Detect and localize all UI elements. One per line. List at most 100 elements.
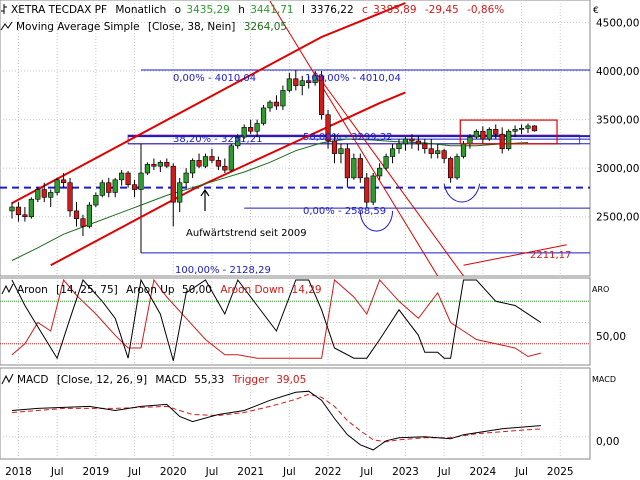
candle-body <box>170 165 176 203</box>
x-tick-label: 2024 <box>469 466 496 478</box>
y-tick-label: 4500,00 <box>596 17 639 29</box>
support-trendline <box>463 244 567 266</box>
aroon-panel <box>0 277 591 366</box>
x-tick-label: 2020 <box>160 466 187 478</box>
candle-body <box>280 90 286 107</box>
candle-body <box>409 138 415 142</box>
macd-line <box>11 390 541 451</box>
svg-text:Moving Average Simple [C: Moving Average Simple [Close, 38, Nein] … <box>16 21 287 33</box>
high-value: 3441,71 <box>250 4 293 16</box>
macd-icon <box>1 373 14 385</box>
candle-body <box>99 182 105 196</box>
candle-body <box>202 156 209 167</box>
y-tick-label: 4000,00 <box>596 66 639 78</box>
candle-body <box>338 148 344 154</box>
candle-body <box>106 182 112 193</box>
close-value: 3383,89 <box>373 4 416 16</box>
candle-body <box>86 204 92 227</box>
x-tick-label: 2019 <box>82 466 109 478</box>
candle-body <box>177 182 183 203</box>
aroon-up-polyline <box>11 278 542 361</box>
x-tick-label: Jul <box>437 466 451 478</box>
period-label: Monatlich <box>115 4 166 16</box>
candle-body <box>486 128 492 140</box>
candle-body <box>331 140 338 154</box>
candle-body <box>241 127 247 138</box>
candle-body <box>306 80 312 83</box>
candle-body <box>312 75 318 83</box>
candle-body <box>138 172 144 190</box>
channel-box <box>459 119 558 145</box>
candle-body <box>119 172 125 181</box>
candle-body <box>196 160 202 167</box>
candle-body <box>396 143 402 150</box>
x-tick-label: 2021 <box>237 466 264 478</box>
candle-body <box>364 177 370 203</box>
aroon-levels <box>0 300 590 345</box>
trend-note: Aufwärtstrend seit 2009 <box>186 228 307 239</box>
fib-a-0-label: 0,00% - 4010,04 <box>173 73 256 84</box>
candle-body <box>54 179 60 193</box>
fib-b-0-label: 0,00% - 2588,59 <box>303 206 386 217</box>
macd-axis-label: MACD <box>592 375 616 384</box>
fib-b-50-label: 50,00% - 3299,32 <box>303 132 392 143</box>
bottom-arc <box>443 183 481 203</box>
fib-a-100-label: 100,00% - 2128,29 <box>175 265 271 276</box>
candle-body <box>460 143 467 157</box>
ma-icon <box>0 21 13 31</box>
candle-body <box>480 130 486 140</box>
fib-b-100-label: 100,00% - 4010,04 <box>305 73 401 84</box>
candle-body <box>112 179 118 193</box>
macd-legend: MACD [Close, 12, 26, 9] MACD 55,33 Trigg… <box>17 374 306 386</box>
aroon-legend: Aroon [14, 25, 75] Aroon Up 50,00 Aroon … <box>17 284 322 296</box>
x-axis: 2018 Jul 2019 Jul 2020 Jul 2021 Jul 2022 Jul 2023 J… <box>5 466 574 478</box>
y-tick-label: 2500,00 <box>596 212 639 224</box>
candle-body <box>48 192 54 198</box>
chart-type-icon <box>1 4 7 14</box>
candle-body <box>467 136 473 145</box>
candle-body <box>144 163 151 174</box>
aroon-up-line <box>11 278 542 361</box>
candle-body <box>351 158 357 179</box>
symbol-label: XETRA TECDAX PF <box>11 4 107 16</box>
trendlines <box>11 0 567 276</box>
x-tick-label: 2023 <box>392 466 419 478</box>
x-tick-label: Jul <box>127 466 141 478</box>
x-tick-label: 2018 <box>5 466 32 478</box>
ma-value: 3264,05 <box>244 21 287 33</box>
candle-body <box>428 148 434 154</box>
y-tick-label: 3000,00 <box>596 163 639 175</box>
candle-body <box>525 125 531 129</box>
x-tick-label: 2022 <box>315 466 342 478</box>
candle-body <box>41 189 47 198</box>
x-tick-label: Jul <box>282 466 296 478</box>
macd-panel <box>0 367 591 460</box>
aroon-tick: 50,00 <box>596 331 626 343</box>
candle-body <box>512 128 518 132</box>
upper-trendline <box>11 2 406 204</box>
candle-body <box>299 80 305 86</box>
candle-body <box>15 206 22 216</box>
candle-body <box>325 114 331 142</box>
grid <box>0 0 590 459</box>
currency-label: € <box>593 6 599 16</box>
candle-body <box>273 101 280 107</box>
x-tick-label: Jul <box>514 466 528 478</box>
bottom-arc <box>359 210 394 232</box>
candle-body <box>235 136 241 147</box>
aroon-down-line <box>11 278 542 359</box>
x-tick-label: Jul <box>359 466 373 478</box>
y-tick-label: 3500,00 <box>596 115 639 127</box>
candle-body <box>190 160 196 174</box>
candle-body <box>531 125 538 132</box>
decor <box>359 183 481 232</box>
candle-body <box>293 78 299 86</box>
candle-body <box>422 143 428 150</box>
svg-text:XETRA TECDAX PF Monatlic: XETRA TECDAX PF Monatlich o 3435,29 h 34… <box>11 4 504 16</box>
up-arrow-icon <box>200 188 210 211</box>
candle-body <box>248 127 254 132</box>
candle-body <box>183 172 189 184</box>
header-legend: XETRA TECDAX PF Monatlich o 3435,29 h 34… <box>0 4 504 33</box>
change-value: -29,45 <box>425 4 459 16</box>
candle-body <box>151 163 157 167</box>
